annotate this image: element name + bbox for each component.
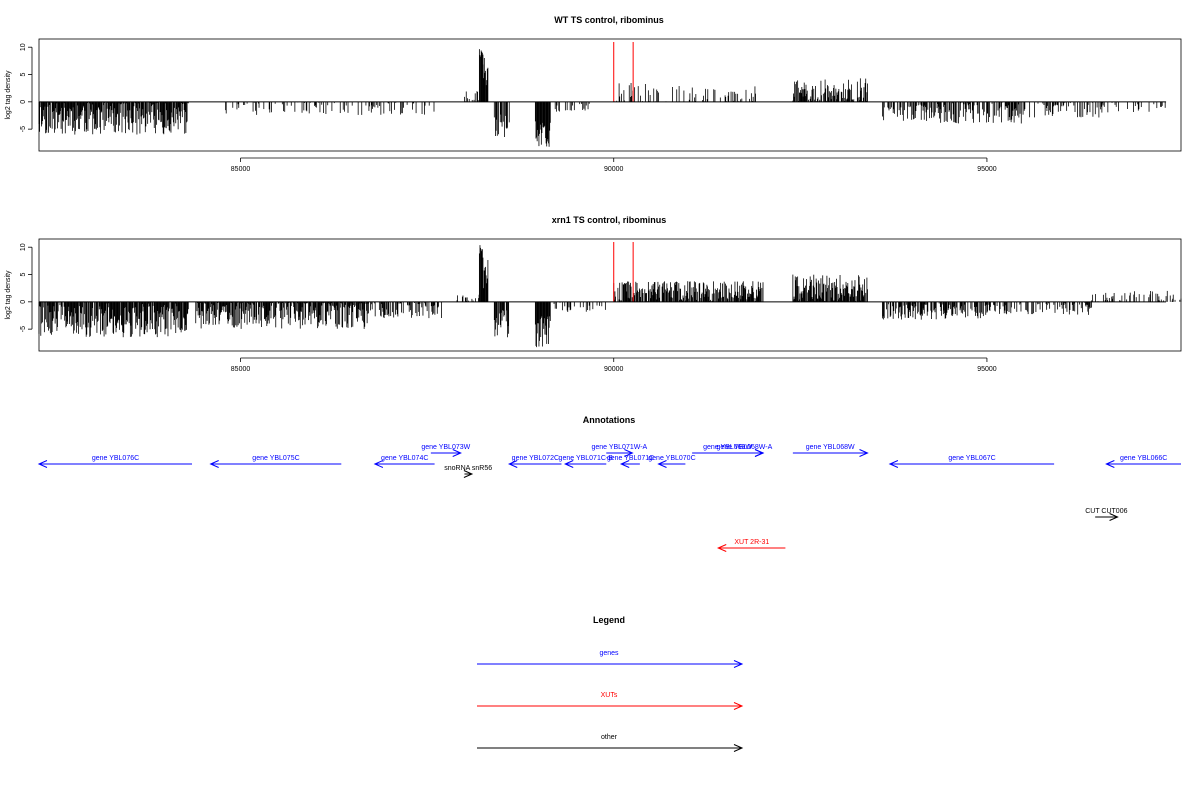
annotation-arrowhead	[1109, 513, 1119, 521]
annotation-feature: gene YBL071W-A	[591, 444, 648, 457]
annotations-title: Annotations	[583, 415, 636, 425]
annotation-feature: XUT 2R-31	[716, 539, 786, 552]
x-tick-label: 95000	[977, 166, 997, 173]
xrn1-panel-title: xrn1 TS control, ribominus	[552, 215, 667, 225]
annotation-label: gene YBL066C	[1120, 455, 1167, 462]
annotation-arrowhead	[716, 544, 727, 552]
annotation-feature: gene YBL072C	[507, 455, 562, 468]
wt-panel-frame	[38, 38, 1182, 152]
y-tick-label: 0	[20, 100, 27, 104]
y-tick-label: 10	[20, 243, 27, 251]
annotation-arrowhead	[754, 449, 765, 457]
annotation-label: gene YBL072C	[512, 455, 559, 462]
annotation-feature: gene YBL066C	[1105, 455, 1181, 468]
annotation-label: gene YBL069W	[703, 444, 752, 451]
annotation-arrowhead	[37, 460, 48, 468]
annotation-arrowhead	[657, 460, 667, 468]
annotation-feature: snoRNA snR56	[444, 465, 492, 478]
annotation-label: gene YBL068W-A	[716, 444, 772, 451]
legend-arrowhead	[733, 660, 744, 668]
legend-label: other	[601, 734, 618, 741]
annotation-arrowhead	[859, 449, 869, 457]
annotation-features: gene YBL076C gene YBL075C gene YBL074C gene…	[37, 444, 1181, 552]
x-tick-label: 85000	[231, 366, 251, 373]
annotation-feature: gene YBL068W	[792, 444, 869, 457]
wt-signal-bars	[38, 49, 1166, 147]
annotation-feature: gene YBL070C	[648, 455, 696, 468]
x-tick-label: 90000	[604, 366, 624, 373]
annotation-feature: gene YBL076C	[37, 455, 193, 468]
x-tick-label: 90000	[604, 166, 624, 173]
annotation-feature: gene YBL071C-B	[559, 455, 614, 468]
annotation-arrowhead	[1105, 460, 1115, 468]
x-tick-label: 85000	[231, 166, 251, 173]
annotation-feature: gene YBL067C	[888, 455, 1055, 468]
legend-entry-genes: genes	[477, 650, 744, 668]
annotation-label: gene YBL071C	[607, 455, 654, 462]
y-tick-label: -5	[20, 126, 27, 132]
annotation-arrowhead	[452, 449, 462, 457]
legend-entry-other: other	[477, 734, 744, 752]
annotation-arrowhead	[888, 460, 899, 468]
wt-x-axis: 85000 90000 95000	[231, 157, 997, 173]
x-tick-label: 95000	[977, 366, 997, 373]
annotation-label: gene YBL075C	[252, 455, 299, 462]
annotation-feature: gene YBL073W	[421, 444, 471, 457]
y-tick-label: 5	[20, 272, 27, 276]
legend-entry-xuts: XUTs	[477, 692, 744, 710]
legend: Legend genes XUTs other	[477, 615, 744, 752]
xrn1-marker-lines	[613, 242, 634, 302]
annotation-label: gene YBL076C	[92, 455, 139, 462]
legend-entries: genes XUTs other	[477, 650, 744, 752]
annotation-feature: gene YBL074C	[373, 455, 435, 468]
annotation-label: XUT 2R-31	[734, 539, 769, 546]
wt-panel-title: WT TS control, ribominus	[554, 15, 664, 25]
wt-marker-lines	[613, 42, 634, 102]
annotation-label: gene YBL071C-B	[559, 455, 614, 462]
annotation-label: CUT CUT006	[1085, 508, 1127, 515]
wt-panel-ylabel: log2 tag density	[5, 70, 12, 120]
legend-title: Legend	[593, 615, 625, 625]
annotation-arrowhead	[563, 460, 574, 468]
annotation-label: gene YBL073W	[421, 444, 470, 451]
annotation-feature: gene YBL075C	[209, 455, 342, 468]
annotation-arrowhead	[463, 470, 474, 478]
annotation-feature: CUT CUT006	[1085, 508, 1128, 521]
legend-arrowhead	[733, 744, 744, 752]
annotation-label: gene YBL074C	[381, 455, 428, 462]
annotation-arrowhead	[209, 460, 219, 468]
annotation-label: gene YBL070C	[648, 455, 695, 462]
xrn1-panel: xrn1 TS control, ribominus log2 tag dens…	[5, 215, 1182, 373]
y-tick-label: -5	[20, 326, 27, 332]
xrn1-panel-ylabel: log2 tag density	[5, 270, 12, 320]
xrn1-signal-bars	[38, 245, 1182, 348]
annotation-feature: gene YBL068W-A	[716, 444, 773, 457]
xrn1-x-axis: 85000 90000 95000	[231, 357, 997, 373]
legend-label: XUTs	[601, 692, 618, 699]
wt-y-axis: 10 5 0 -5	[20, 43, 33, 132]
annotation-arrowhead	[619, 460, 630, 468]
y-tick-label: 0	[20, 300, 27, 304]
xrn1-y-axis: 10 5 0 -5	[20, 243, 33, 332]
annotation-arrowhead	[507, 460, 518, 468]
legend-label: genes	[599, 650, 619, 657]
y-tick-label: 10	[20, 43, 27, 51]
y-tick-label: 5	[20, 72, 27, 76]
annotation-label: gene YBL071W-A	[591, 444, 647, 451]
annotations-track: Annotations gene YBL076C gene YBL075C gene…	[37, 415, 1181, 552]
annotation-arrowhead	[624, 449, 634, 457]
legend-arrowhead	[733, 702, 744, 710]
annotation-label: snoRNA snR56	[444, 465, 492, 472]
annotation-feature: gene YBL071C	[607, 455, 654, 468]
annotation-label: gene YBL068W	[806, 444, 855, 451]
wt-panel: WT TS control, ribominus log2 tag densit…	[5, 15, 1182, 173]
xrn1-panel-frame	[38, 238, 1182, 352]
annotation-label: gene YBL067C	[948, 455, 995, 462]
annotation-arrowhead	[373, 460, 384, 468]
